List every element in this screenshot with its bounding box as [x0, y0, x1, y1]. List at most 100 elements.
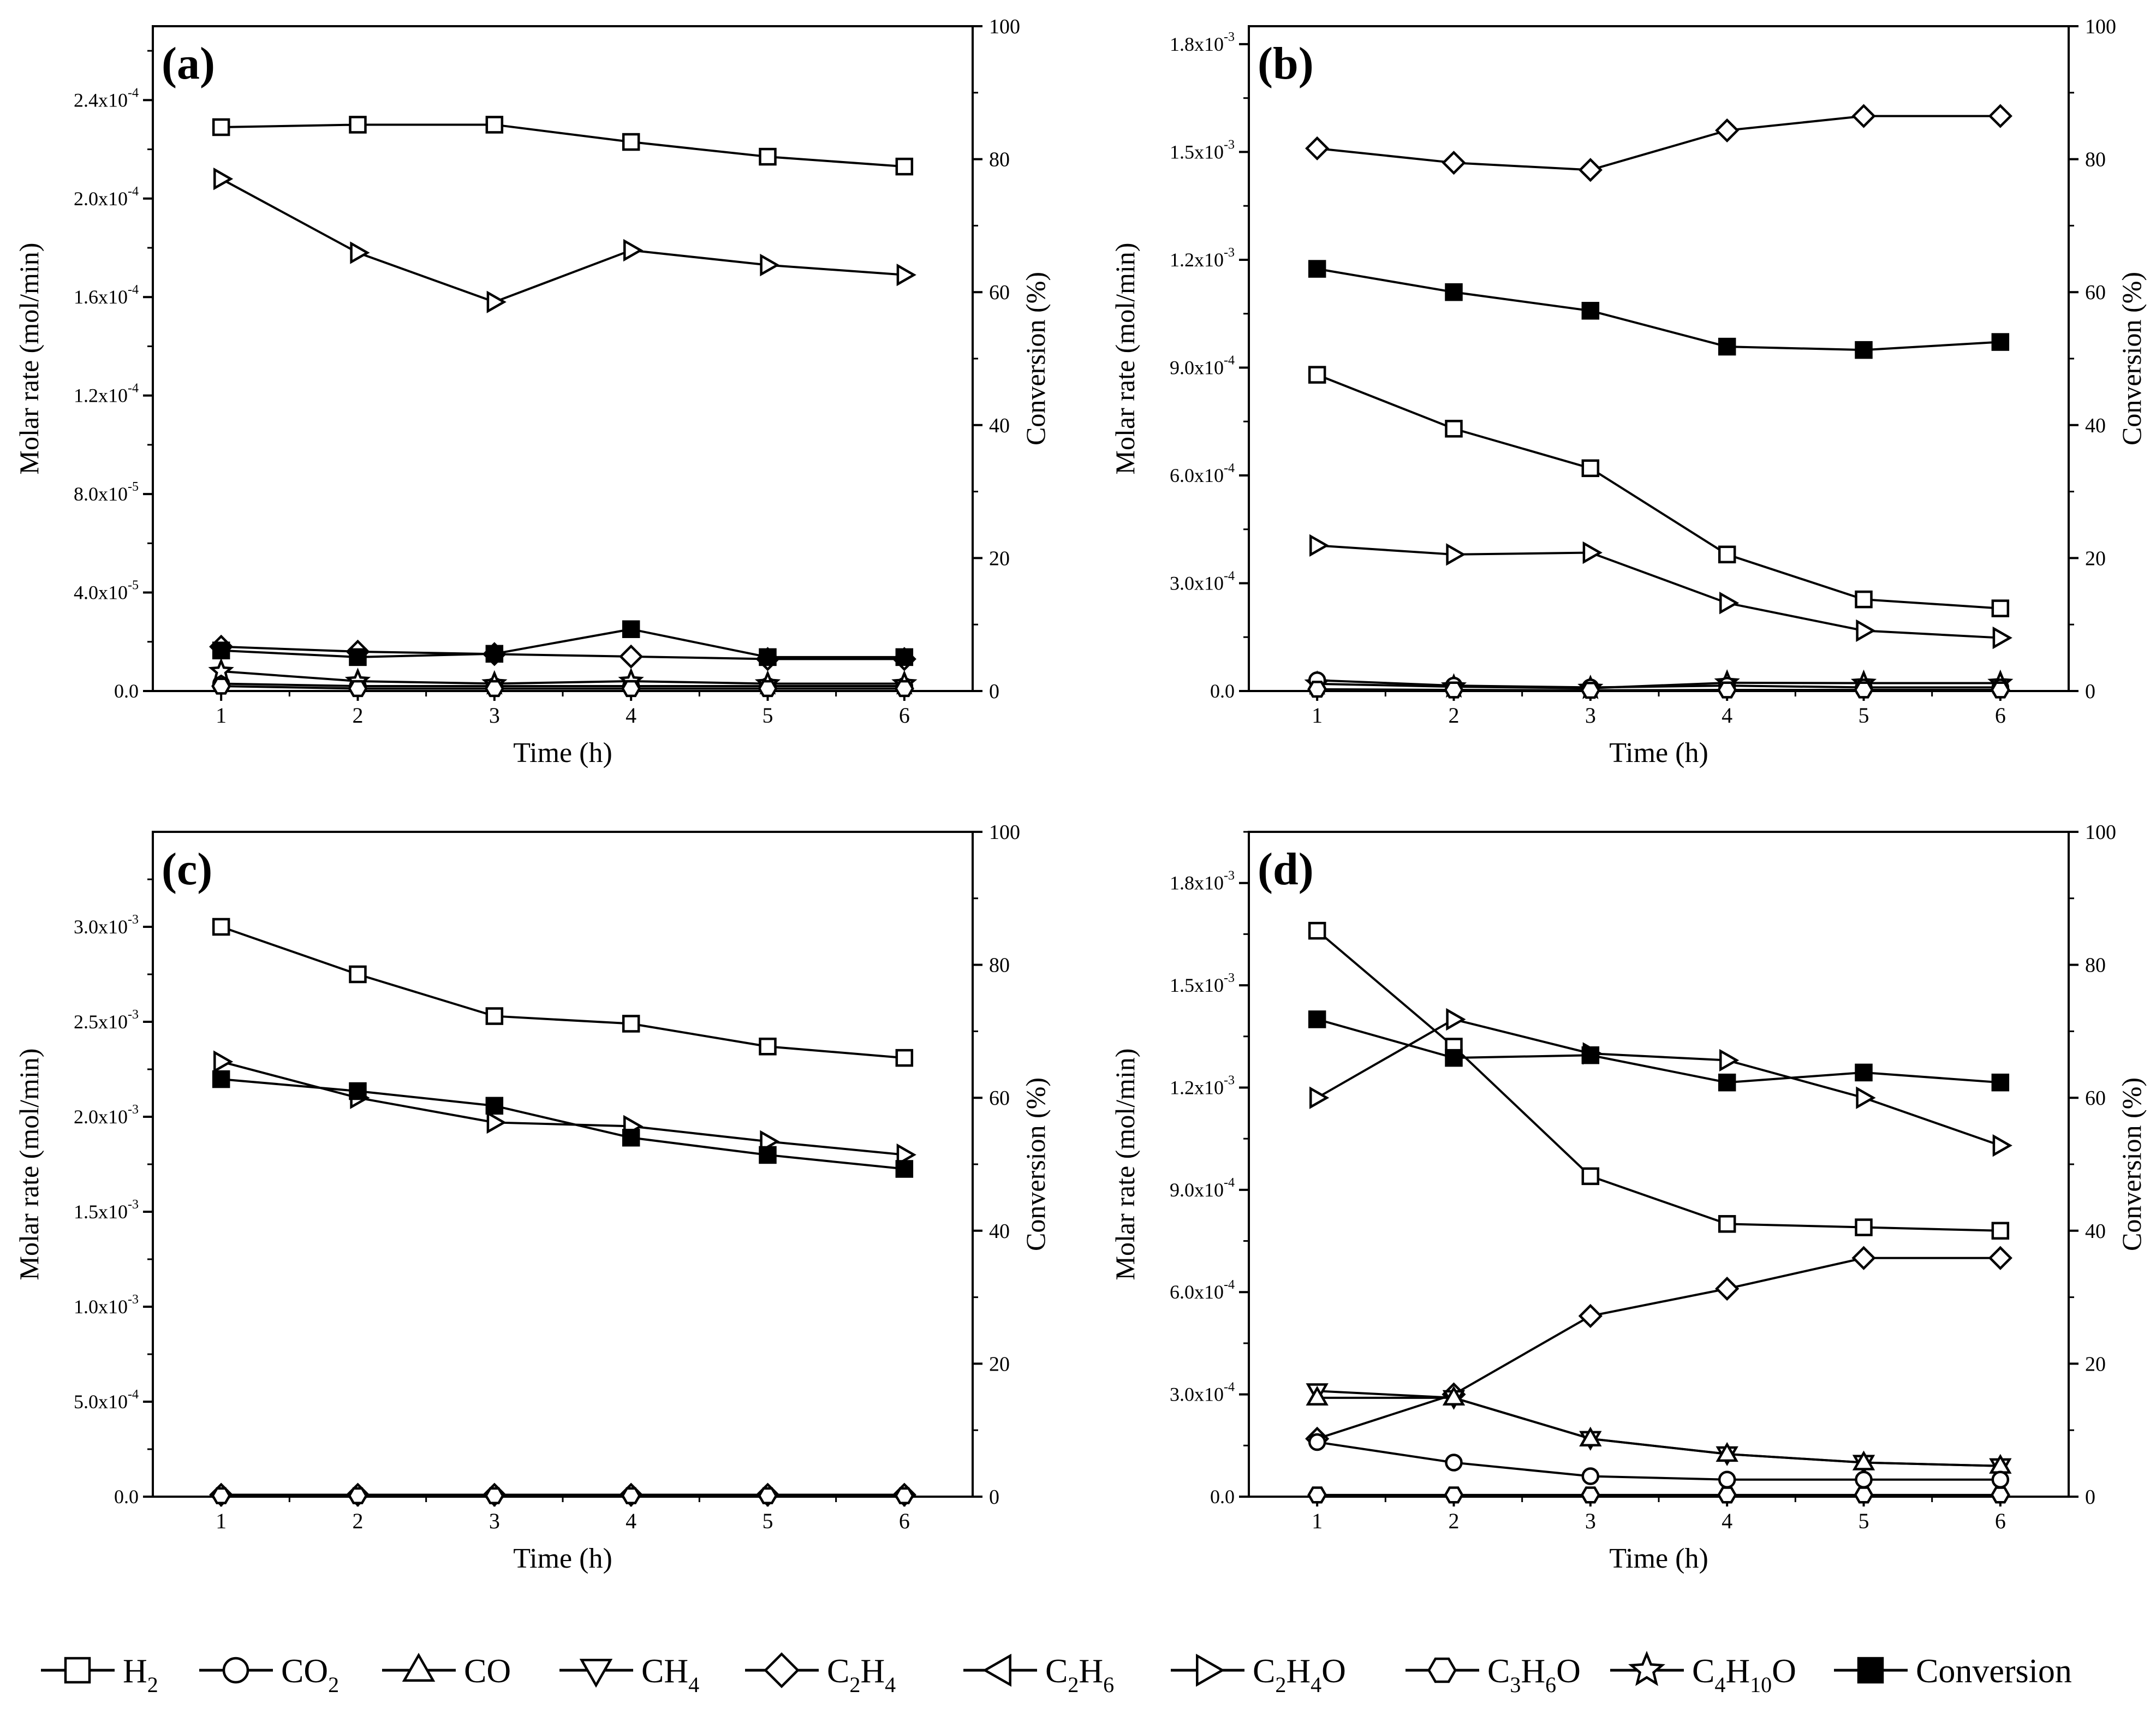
series-line [1316, 930, 2000, 1232]
series-C2H4 [1305, 1246, 2012, 1451]
series-C2H4O [1309, 1008, 2012, 1157]
y-tick-label: 6.0x10-4 [1170, 461, 1235, 486]
data-point [1581, 302, 1600, 320]
y2-tick-label: 0 [989, 1486, 999, 1509]
y-axis-label: Molar rate (mol/min) [1110, 243, 1140, 475]
series-line [1317, 544, 2000, 639]
y-tick-label: 5.0x10-4 [74, 1388, 139, 1413]
x-tick-label: 1 [216, 703, 227, 728]
y-tick-label: 3.0x10-3 [74, 913, 139, 938]
data-point [1446, 1008, 1466, 1031]
legend-marker [64, 1657, 91, 1684]
data-point [622, 1015, 640, 1033]
data-point [758, 680, 778, 698]
data-point [1581, 1046, 1600, 1064]
legend-entry-C2H4: C2H4 [745, 1652, 896, 1697]
y2-tick-label: 0 [2085, 680, 2095, 703]
plot-frame [1248, 25, 2070, 692]
y2-tick-label: 40 [989, 1220, 1010, 1243]
y-tick-label: 1.8x10-3 [1170, 30, 1235, 55]
y2-tick-label: 20 [2085, 1353, 2106, 1375]
y2-tick-label: 40 [2085, 414, 2106, 437]
data-point [622, 1129, 640, 1147]
series-line [221, 1061, 905, 1156]
panel-a: 1 2 3 4 5 6 Time (h) 0.0 4.0x10-5 8.0x10-5 1.2x10-… [14, 15, 1051, 769]
data-point [1992, 1134, 2012, 1157]
data-point [621, 680, 641, 698]
data-point [1580, 1486, 1600, 1504]
data-point [1990, 681, 2010, 699]
legend-entry-Conversion: Conversion [1834, 1653, 2072, 1690]
data-point [895, 1049, 914, 1067]
series-line [1317, 373, 2000, 610]
data-point [1580, 682, 1600, 699]
series-line [1317, 115, 2000, 171]
y-axis-label: Molar rate (mol/min) [14, 243, 44, 475]
data-point [895, 1160, 914, 1178]
x-tick-label: 5 [1859, 1509, 1869, 1533]
y-tick-label: 1.0x10-3 [74, 1293, 139, 1318]
series-line [221, 177, 904, 303]
y2-tick-label: 80 [989, 148, 1010, 171]
data-point [622, 133, 640, 151]
data-point [1718, 545, 1736, 564]
series-line [1317, 1257, 2000, 1440]
y2-tick-label: 40 [2085, 1220, 2106, 1243]
data-point [1444, 681, 1464, 699]
data-point [485, 116, 504, 134]
series-H2 [1308, 366, 2010, 617]
legend-entry-H2: H2 [41, 1653, 158, 1697]
y-tick-label: 0.0 [1210, 680, 1235, 702]
series-C2H4O [213, 1050, 916, 1166]
y2-tick-label: 20 [989, 1353, 1010, 1375]
data-point [212, 641, 230, 659]
x-tick-label: 2 [1449, 703, 1460, 728]
x-tick-label: 2 [353, 703, 364, 728]
data-point [1715, 118, 1740, 143]
data-point [1718, 1073, 1736, 1092]
legend-marker [1857, 1657, 1884, 1684]
y-tick-label: 3.0x10-4 [1170, 569, 1235, 594]
legend-label: C2H4O [1253, 1653, 1346, 1697]
legend-marker [764, 1652, 800, 1688]
x-tick-label: 5 [763, 703, 773, 728]
data-point [1307, 1486, 1327, 1504]
panel-label: (c) [162, 844, 212, 895]
y-axis-label: Molar rate (mol/min) [1110, 1049, 1140, 1281]
y-tick-label: 9.0x10-4 [1170, 1176, 1235, 1201]
series-C2H4O [1309, 534, 2012, 650]
data-point [1992, 626, 2012, 650]
y2-tick-label: 80 [2085, 954, 2106, 977]
data-point [759, 648, 777, 666]
data-point [1991, 599, 2010, 617]
x-tick-label: 3 [1585, 703, 1596, 728]
data-point [485, 645, 504, 663]
data-point [1445, 1049, 1463, 1067]
y-tick-label: 1.2x10-3 [1170, 1073, 1235, 1098]
data-point [1309, 1086, 1330, 1109]
series-line [1317, 688, 2000, 692]
data-point [1306, 1385, 1329, 1406]
data-point [1445, 283, 1463, 301]
data-point [212, 1070, 230, 1088]
y-tick-label: 1.5x10-3 [1170, 138, 1235, 163]
y2-axis-label: Conversion (%) [1020, 272, 1051, 445]
data-point [758, 1487, 778, 1504]
data-point [760, 1130, 780, 1153]
x-tick-label: 3 [489, 703, 500, 728]
chart-legend: H2 CO2 CO CH4 C2H4 C2H6 C2H4O C3H6O C4H10O Conver… [41, 1651, 2072, 1697]
data-point [1856, 1086, 1876, 1109]
y2-axis-label: Conversion (%) [2116, 1077, 2147, 1251]
legend-entry-C2H4O: C2H4O [1171, 1653, 1346, 1697]
y-tick-label: 2.5x10-3 [74, 1008, 139, 1033]
y-tick-label: 6.0x10-4 [1170, 1278, 1235, 1303]
y2-axis-label: Conversion (%) [1020, 1077, 1051, 1251]
data-point [1445, 420, 1463, 438]
legend-entry-CH4: CH4 [559, 1653, 699, 1697]
panel-label: (d) [1258, 844, 1314, 895]
legend-entry-CO2: CO2 [199, 1653, 339, 1697]
data-point [1718, 337, 1736, 356]
data-point [896, 263, 916, 287]
data-point [349, 648, 367, 666]
